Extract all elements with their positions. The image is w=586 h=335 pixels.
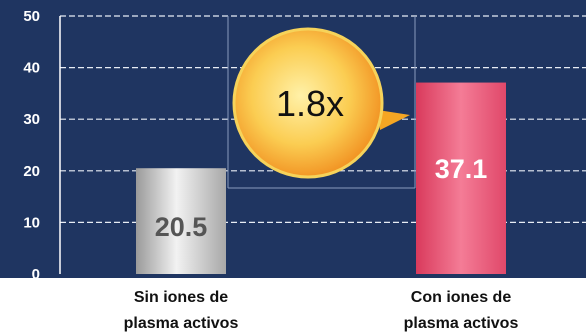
- ratio-badge: 1.8x: [232, 27, 410, 179]
- badge-pointer: [378, 110, 410, 130]
- bar-value-label: 37.1: [435, 154, 488, 184]
- y-tick-label: 10: [23, 214, 40, 231]
- bars: 20.5 37.1: [136, 82, 506, 275]
- category-label: Con iones de: [411, 289, 512, 306]
- y-tick-label: 30: [23, 111, 40, 128]
- y-tick-label: 20: [23, 163, 40, 180]
- category-label: plasma activos: [404, 315, 519, 332]
- bar-1: [136, 168, 226, 274]
- bar-2: [416, 82, 506, 275]
- category-labels: Sin iones de plasma activos Con iones de pl…: [124, 289, 519, 332]
- y-axis-ticks: 0 10 20 30 40 50: [23, 8, 40, 283]
- ratio-annotation: 1.8x: [276, 83, 344, 124]
- category-label: plasma activos: [124, 315, 239, 332]
- y-tick-label: 50: [23, 8, 40, 25]
- category-label: Sin iones de: [134, 289, 228, 306]
- y-tick-label: 40: [23, 60, 40, 77]
- y-tick-label: 0: [32, 266, 40, 283]
- bar-value-label: 20.5: [155, 212, 208, 242]
- badge-circle: [232, 27, 384, 179]
